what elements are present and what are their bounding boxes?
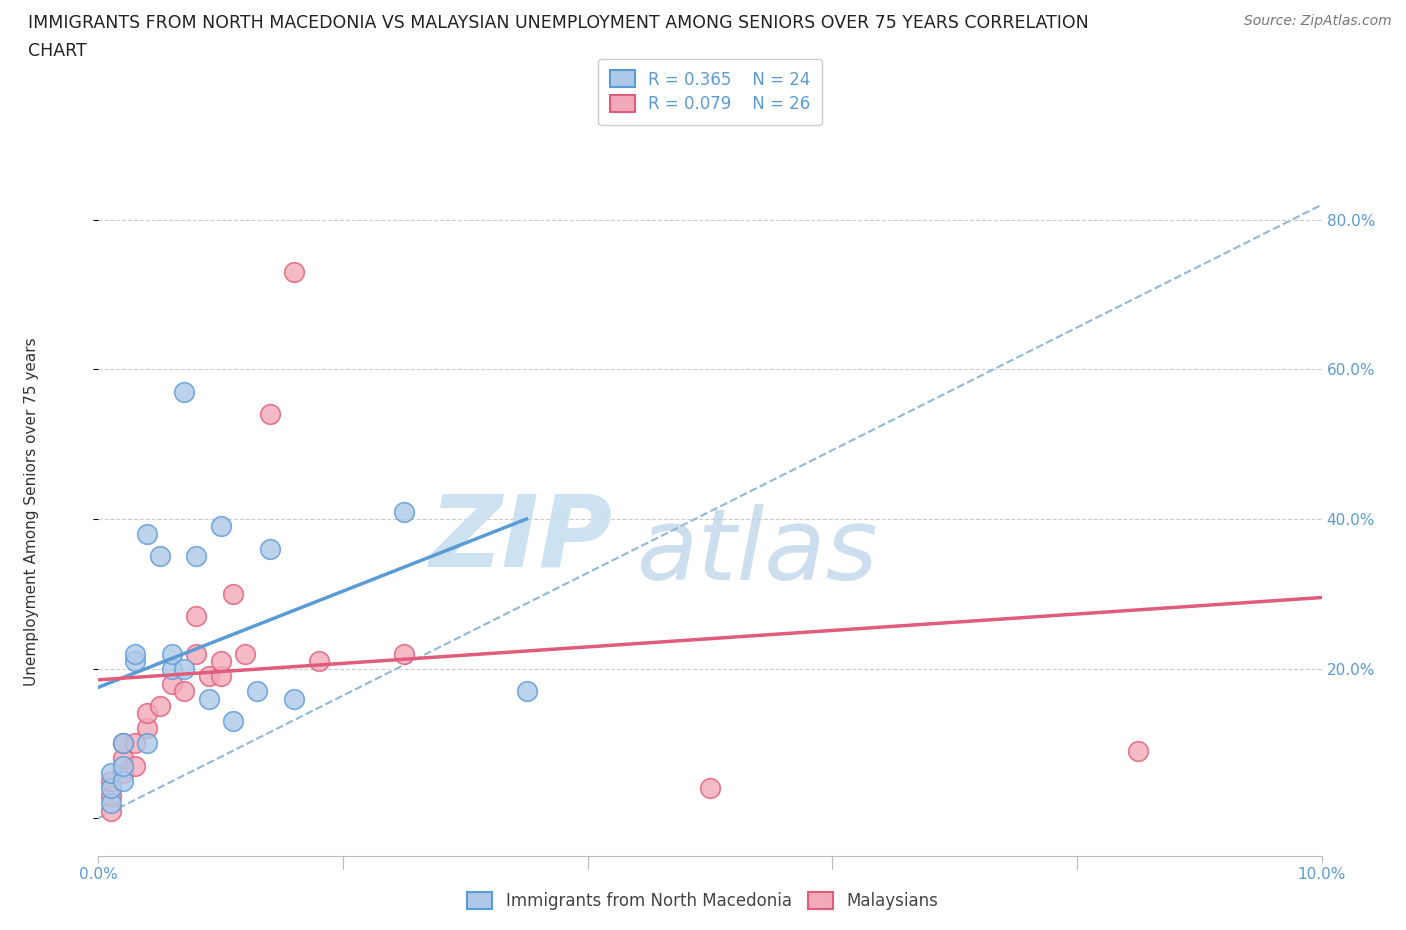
Point: [699, 781, 721, 796]
Point: [100, 789, 122, 804]
Point: [197, 669, 219, 684]
Point: [173, 661, 195, 676]
Point: [111, 751, 134, 765]
Point: [136, 721, 159, 736]
Point: [100, 766, 122, 781]
Point: [173, 684, 195, 698]
Legend: Immigrants from North Macedonia, Malaysians: Immigrants from North Macedonia, Malaysi…: [461, 885, 945, 917]
Point: [100, 796, 122, 811]
Point: [111, 736, 134, 751]
Point: [186, 609, 208, 624]
Point: [136, 526, 159, 541]
Point: [222, 586, 245, 601]
Legend: R = 0.365    N = 24, R = 0.079    N = 26: R = 0.365 N = 24, R = 0.079 N = 26: [598, 59, 823, 125]
Point: [136, 706, 159, 721]
Point: [111, 736, 134, 751]
Point: [100, 804, 122, 818]
Point: [283, 265, 305, 280]
Point: [100, 781, 122, 796]
Point: [149, 549, 172, 564]
Point: [308, 654, 330, 669]
Point: [160, 661, 183, 676]
Text: Source: ZipAtlas.com: Source: ZipAtlas.com: [1244, 14, 1392, 28]
Point: [246, 684, 269, 698]
Point: [516, 684, 538, 698]
Point: [173, 384, 195, 399]
Point: [209, 519, 232, 534]
Point: [283, 691, 305, 706]
Point: [222, 713, 245, 728]
Point: [136, 736, 159, 751]
Point: [149, 698, 172, 713]
Point: [124, 758, 146, 773]
Point: [392, 504, 416, 519]
Point: [259, 406, 281, 421]
Text: IMMIGRANTS FROM NORTH MACEDONIA VS MALAYSIAN UNEMPLOYMENT AMONG SENIORS OVER 75 : IMMIGRANTS FROM NORTH MACEDONIA VS MALAY…: [28, 14, 1088, 32]
Point: [100, 774, 122, 789]
Point: [259, 541, 281, 556]
Point: [392, 646, 416, 661]
Point: [186, 549, 208, 564]
Point: [160, 676, 183, 691]
Text: Unemployment Among Seniors over 75 years: Unemployment Among Seniors over 75 years: [24, 338, 38, 685]
Point: [111, 758, 134, 773]
Point: [233, 646, 256, 661]
Point: [111, 766, 134, 781]
Point: [124, 654, 146, 669]
Point: [197, 691, 219, 706]
Text: atlas: atlas: [637, 504, 879, 602]
Point: [111, 774, 134, 789]
Point: [209, 654, 232, 669]
Text: ZIP: ZIP: [429, 490, 612, 588]
Point: [124, 736, 146, 751]
Point: [1128, 743, 1150, 758]
Text: CHART: CHART: [28, 42, 87, 60]
Point: [209, 669, 232, 684]
Point: [186, 646, 208, 661]
Point: [160, 646, 183, 661]
Point: [124, 646, 146, 661]
